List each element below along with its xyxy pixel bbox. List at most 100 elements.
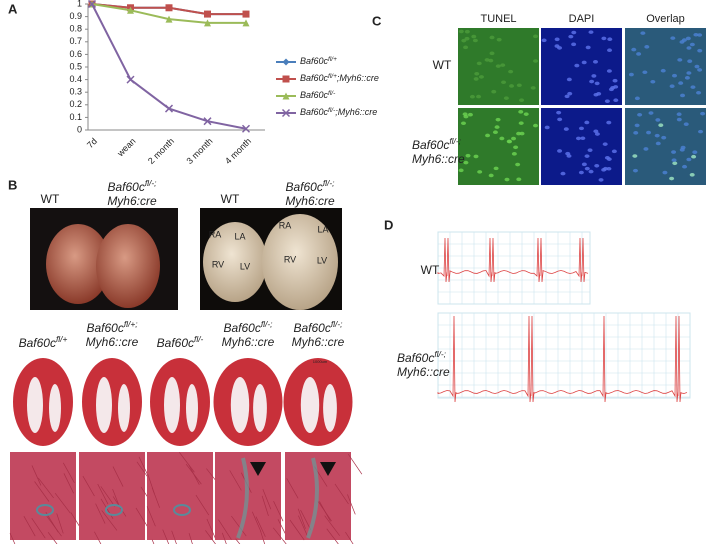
nucleus xyxy=(516,177,522,182)
nucleus xyxy=(640,31,646,35)
scale-bar-label: 1000um xyxy=(313,359,328,364)
gene: Baf60c xyxy=(224,321,261,335)
nucleus xyxy=(602,142,608,146)
nucleus xyxy=(519,131,525,136)
fiber xyxy=(185,463,202,485)
ventricle-lumen xyxy=(27,377,43,433)
chamber-label: LV xyxy=(317,255,327,265)
nucleus xyxy=(500,63,506,67)
fiber xyxy=(319,501,331,522)
genotype-label: Baf60cfl/- xyxy=(157,334,204,350)
nucleus xyxy=(504,177,510,182)
nucleus xyxy=(650,79,656,84)
nucleus xyxy=(476,61,482,66)
nucleus xyxy=(458,29,464,34)
y-tick-label: 0.6 xyxy=(69,49,82,59)
fiber xyxy=(63,473,74,494)
fiber xyxy=(112,466,124,487)
gene: Baf60c xyxy=(108,180,145,194)
marker xyxy=(282,92,290,100)
legend-entry: Baf60cfl/- xyxy=(300,90,336,101)
nucleus xyxy=(491,89,497,94)
legend-sup: fl/- xyxy=(328,107,336,114)
fiber xyxy=(9,532,16,544)
heart xyxy=(96,224,160,308)
nucleus xyxy=(544,125,550,130)
gene: WT xyxy=(421,263,440,277)
y-tick-label: 0.5 xyxy=(69,61,82,71)
nucleus xyxy=(495,117,501,122)
nucleus xyxy=(672,161,678,166)
chamber-label: RA xyxy=(209,229,222,239)
fiber xyxy=(146,506,156,527)
superscript: fl/-; xyxy=(449,136,461,146)
marker xyxy=(126,75,135,84)
fiber xyxy=(298,515,308,536)
nucleus xyxy=(467,112,473,117)
fiber xyxy=(255,516,266,537)
x-tick-label: 3 month xyxy=(185,136,215,166)
legend-entry: Baf60cfl/+;Myh6::cre xyxy=(300,73,379,84)
genotype-label: Baf60cfl/-; xyxy=(108,178,158,194)
nucleus xyxy=(584,154,590,158)
nucleus xyxy=(684,76,690,80)
x-tick-label: 7d xyxy=(85,136,99,150)
fiber xyxy=(171,530,177,544)
y-tick-label: 1 xyxy=(77,0,82,8)
marker xyxy=(282,58,290,66)
nucleus xyxy=(518,121,524,125)
superscript: fl/-; xyxy=(331,319,343,329)
nucleus xyxy=(689,172,695,177)
fiber xyxy=(345,531,354,544)
fiber xyxy=(101,510,118,531)
legend-sup: fl/+ xyxy=(328,73,337,80)
nucleus xyxy=(554,37,560,42)
nucleus xyxy=(655,118,661,122)
nucleus xyxy=(634,123,640,128)
tissue-section xyxy=(10,452,76,540)
fiber xyxy=(47,532,58,544)
chamber-label: LA xyxy=(234,231,245,241)
nucleus xyxy=(575,136,581,141)
heart-section xyxy=(82,358,142,446)
nucleus xyxy=(464,29,470,34)
legend-name: Baf60c xyxy=(300,73,329,83)
nucleus xyxy=(671,150,677,154)
vessel xyxy=(36,504,54,516)
ventricle-lumen xyxy=(164,377,180,433)
tissue-section xyxy=(79,452,145,540)
nucleus xyxy=(463,114,469,119)
fiber xyxy=(324,515,340,536)
heart xyxy=(203,222,267,302)
marker xyxy=(204,19,211,27)
y-tick-label: 0 xyxy=(77,124,82,134)
nucleus xyxy=(501,80,507,85)
nucleus xyxy=(611,149,617,154)
nucleus xyxy=(594,132,600,136)
fiber xyxy=(221,532,227,544)
y-tick-label: 0.1 xyxy=(69,112,82,122)
genotype-label: Baf60cfl/-; xyxy=(286,178,336,194)
nucleus xyxy=(654,133,660,138)
fiber xyxy=(147,473,155,494)
chamber-label: RV xyxy=(284,254,296,264)
nucleus xyxy=(492,130,498,135)
fiber xyxy=(100,486,116,507)
fiber xyxy=(54,492,71,514)
nucleus xyxy=(692,150,698,154)
nucleus xyxy=(488,173,494,178)
fiber xyxy=(135,507,149,529)
fiber xyxy=(162,529,170,544)
genotype-label: WT xyxy=(221,192,240,206)
nucleus xyxy=(489,51,495,56)
nucleus xyxy=(578,170,584,175)
nucleus xyxy=(662,170,668,175)
fiber xyxy=(94,531,102,544)
fiber xyxy=(62,462,75,483)
heart-section xyxy=(13,358,73,446)
nucleus xyxy=(678,81,684,85)
x-tick-label: 2 month xyxy=(146,136,176,166)
nucleus xyxy=(458,168,464,173)
y-tick-label: 0.4 xyxy=(69,74,82,84)
genotype-label: Baf60cfl/-; xyxy=(224,319,274,335)
